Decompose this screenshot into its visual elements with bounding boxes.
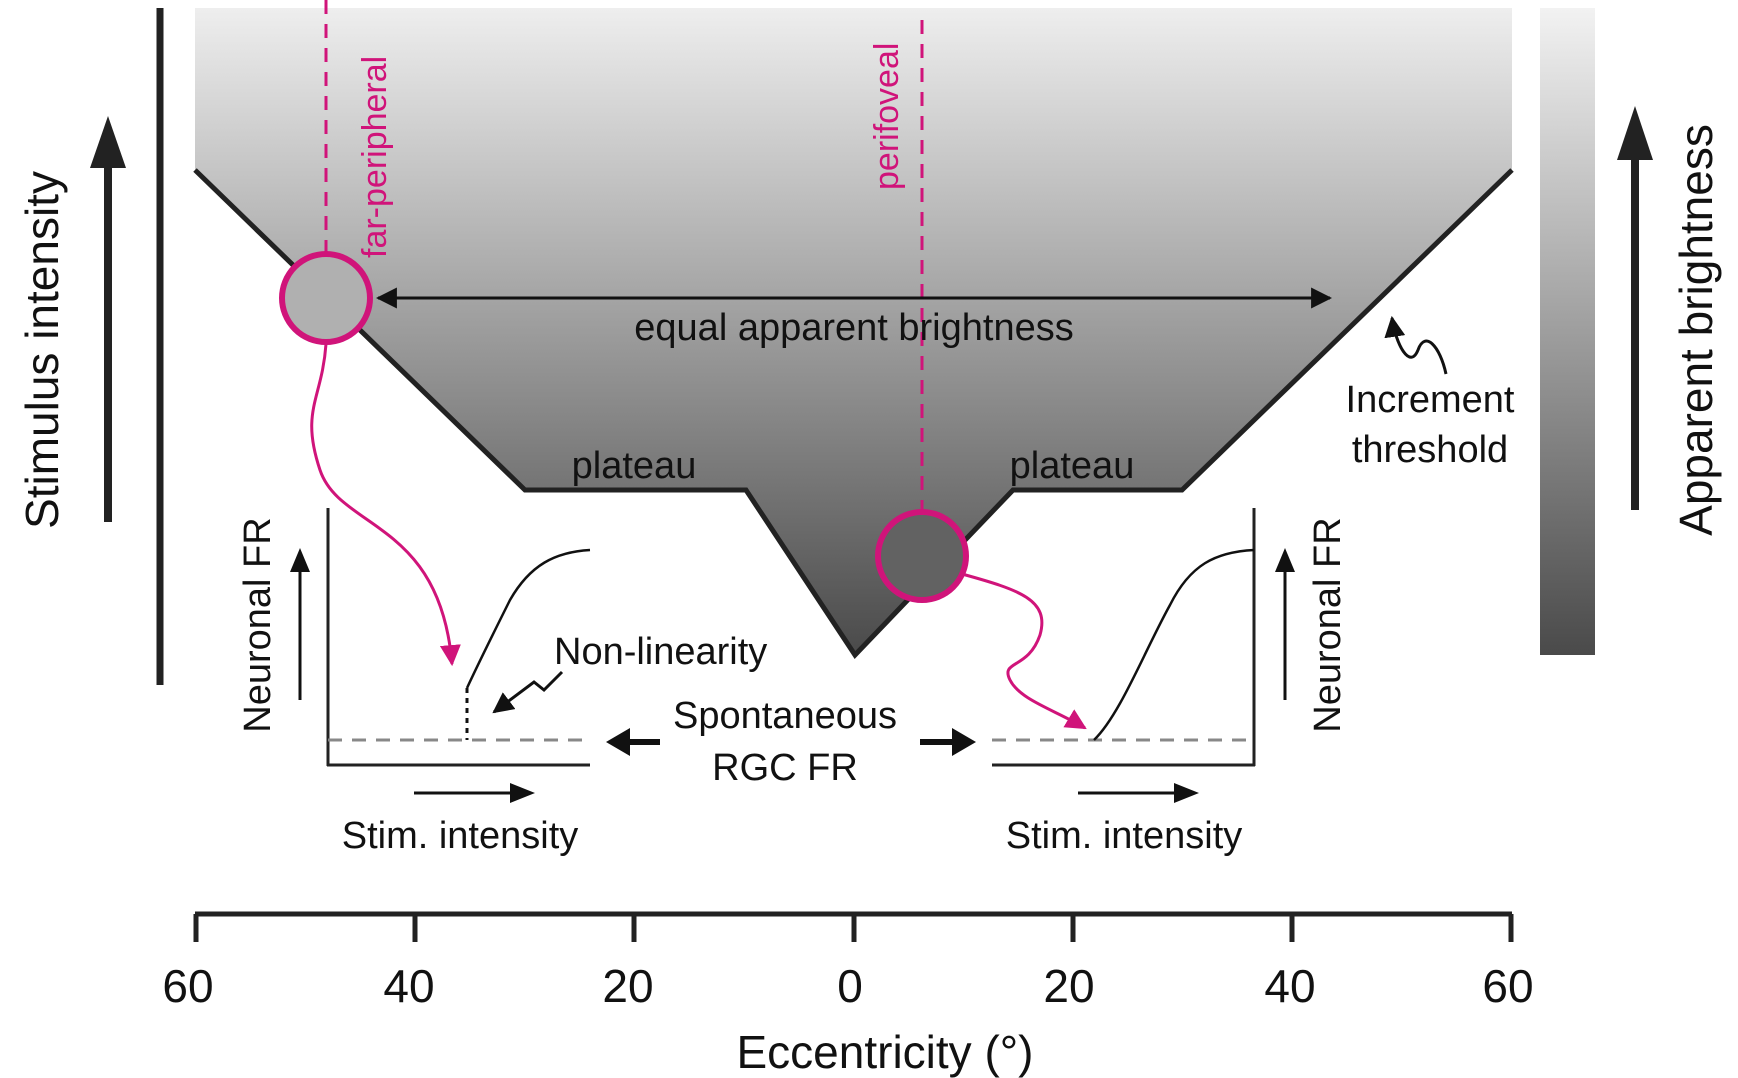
left-fr-up-arrowhead [290, 548, 310, 572]
non-linearity-pointer [492, 670, 564, 714]
plateau-left-label: plateau [572, 445, 697, 487]
far-peripheral-circle [279, 251, 373, 345]
perifoveal-circle [875, 509, 969, 603]
axis-tick-label: 60 [1482, 960, 1533, 1012]
increment-threshold-pointer [1384, 315, 1448, 375]
axis-tick-label: 60 [162, 960, 213, 1012]
perifoveal-label: perifoveal [868, 43, 906, 190]
spontaneous-label: Spontaneous [673, 695, 897, 737]
non-linearity-label: Non-linearity [554, 631, 767, 673]
apparent-brightness-label: Apparent brightness [1670, 124, 1722, 536]
eccentricity-axis: 60 40 20 0 20 40 60 Eccentricity (°) [162, 911, 1534, 1078]
spontaneous-left-arrowhead [606, 728, 630, 756]
axis-tick-label: 40 [1264, 960, 1315, 1012]
above-threshold-region [195, 8, 1512, 655]
far-peripheral-arrow [310, 343, 461, 667]
right-neuronal-fr-label: Neuronal FR [1307, 517, 1349, 732]
eccentricity-axis-title: Eccentricity (°) [737, 1026, 1034, 1078]
increment-label: Increment [1346, 379, 1515, 421]
threshold-label: threshold [1352, 429, 1508, 471]
left-fr-plot: Neuronal FR Stim. intensity [237, 508, 591, 857]
axis-tick-label: 40 [383, 960, 434, 1012]
apparent-brightness-bar [1540, 8, 1595, 655]
stimulus-intensity-arrowhead [90, 116, 126, 168]
rgc-fr-label: RGC FR [712, 747, 858, 789]
perifoveal-arrow [961, 572, 1087, 730]
axis-tick-label: 20 [602, 960, 653, 1012]
far-peripheral-label: far-peripheral [356, 56, 394, 258]
axis-tick-label: 0 [837, 960, 863, 1012]
right-response-curve [1093, 548, 1255, 741]
right-stim-arrowhead [1174, 783, 1199, 803]
axis-tick-label: 20 [1043, 960, 1094, 1012]
spontaneous-right-arrowhead [952, 728, 976, 756]
right-stim-intensity-label: Stim. intensity [1006, 815, 1243, 857]
equal-brightness-label: equal apparent brightness [634, 307, 1073, 349]
stimulus-intensity-label: Stimulus intensity [16, 171, 68, 529]
right-fr-up-arrowhead [1275, 548, 1295, 572]
left-stim-arrowhead [510, 783, 535, 803]
left-neuronal-fr-label: Neuronal FR [237, 517, 279, 732]
increment-threshold-curve [193, 168, 1514, 659]
left-response-curve [465, 548, 591, 689]
plateau-right-label: plateau [1010, 445, 1135, 487]
left-stim-intensity-label: Stim. intensity [342, 815, 579, 857]
apparent-brightness-arrowhead [1617, 106, 1653, 160]
right-fr-plot: Neuronal FR Stim. intensity [992, 508, 1349, 857]
